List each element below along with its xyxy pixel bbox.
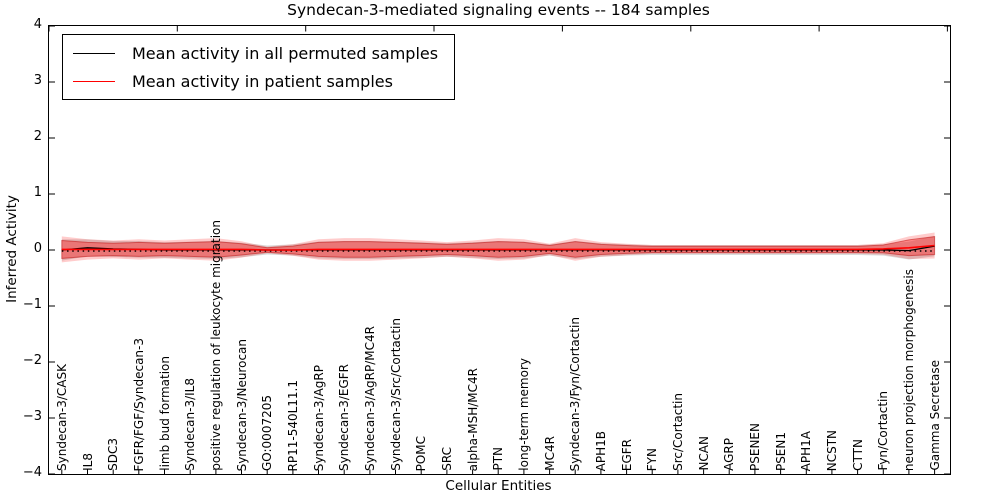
legend: Mean activity in all permuted samples Me… <box>62 34 456 100</box>
x-tick-label: NCAN <box>696 436 711 471</box>
legend-line-permuted-icon <box>73 52 115 54</box>
y-tick-label: 3 <box>33 73 42 88</box>
x-tick-label: SDC3 <box>106 438 121 471</box>
x-tick-label: Syndecan-3/IL8 <box>183 378 198 471</box>
y-tick-label: 2 <box>33 129 42 144</box>
x-tick-label: APH1B <box>593 430 608 471</box>
x-axis-label: Cellular Entities <box>445 478 552 494</box>
y-tick-label: 0 <box>33 241 42 256</box>
x-tick-label: limb bud formation <box>157 356 172 471</box>
x-tick-label: RP11-540L11.1 <box>285 379 300 471</box>
patient-std-band <box>61 236 936 259</box>
x-tick-label: Syndecan-3/Neurocan <box>234 338 249 471</box>
x-tick-label: EGFR <box>619 438 634 471</box>
x-tick-label: AGRP <box>722 438 737 471</box>
legend-label-patient: Mean activity in patient samples <box>132 71 393 91</box>
x-tick-label: long-term memory <box>516 358 531 471</box>
x-tick-label: APH1A <box>799 430 814 471</box>
x-tick-label: PTN <box>491 447 506 471</box>
x-tick-label: FGFR/FGF/Syndecan-3 <box>131 337 146 471</box>
legend-item-permuted: Mean activity in all permuted samples <box>73 39 438 67</box>
chart-canvas <box>49 26 950 474</box>
x-tick-label: SRC <box>439 447 454 471</box>
x-tick-label: Src/Cortactin <box>670 393 685 471</box>
patient-mean-line <box>61 244 935 251</box>
y-tick-label: −3 <box>22 409 42 424</box>
patient-std-band-outer <box>61 232 935 263</box>
x-tick-label: Syndecan-3/AgRP/MC4R <box>362 325 377 471</box>
x-tick-label: neuron projection morphogenesis <box>901 268 916 471</box>
permuted-std-band <box>61 236 935 261</box>
x-tick-label: POMC <box>414 435 429 471</box>
y-tick-label: −1 <box>22 297 42 312</box>
x-tick-label: positive regulation of leukocyte migrati… <box>208 220 223 471</box>
x-tick-label: PSEN1 <box>773 431 788 471</box>
x-tick-label: PSENEN <box>747 423 762 471</box>
legend-label-permuted: Mean activity in all permuted samples <box>132 43 439 63</box>
legend-line-patient-icon <box>73 80 115 82</box>
x-tick-label: Syndecan-3/Fyn/Cortactin <box>568 316 583 471</box>
x-tick-label: Syndecan-3/Src/Cortactin <box>388 318 403 471</box>
y-tick-label: −2 <box>22 353 42 368</box>
plot-area: Syndecan-3/CASK IL8 SDC3 FGFR/FGF/Syndecan-… <box>48 25 951 475</box>
chart-title: Syndecan-3-mediated signaling events -- … <box>287 1 710 19</box>
x-tick-label: Fyn/Cortactin <box>876 391 891 471</box>
x-tick-label: IL8 <box>80 453 95 471</box>
x-tick-label: Syndecan-3/CASK <box>54 364 69 471</box>
x-tick-label: FYN <box>645 447 660 471</box>
y-tick-label: −4 <box>22 465 42 480</box>
x-tick-label: alpha-MSH/MC4R <box>465 367 480 471</box>
x-tick-label: NCSTN <box>824 429 839 471</box>
y-tick-label: 1 <box>33 185 42 200</box>
x-tick-label: GO:0007205 <box>260 394 275 471</box>
x-tick-label: CTTN <box>850 439 865 471</box>
y-tick-label: 4 <box>33 17 42 32</box>
legend-item-patient: Mean activity in patient samples <box>73 67 438 95</box>
x-tick-label: MC4R <box>542 436 557 471</box>
x-tick-label: Syndecan-3/AgRP <box>311 364 326 471</box>
x-tick-label: Gamma Secretase <box>927 360 942 471</box>
x-tick-label: Syndecan-3/EGFR <box>337 363 352 471</box>
